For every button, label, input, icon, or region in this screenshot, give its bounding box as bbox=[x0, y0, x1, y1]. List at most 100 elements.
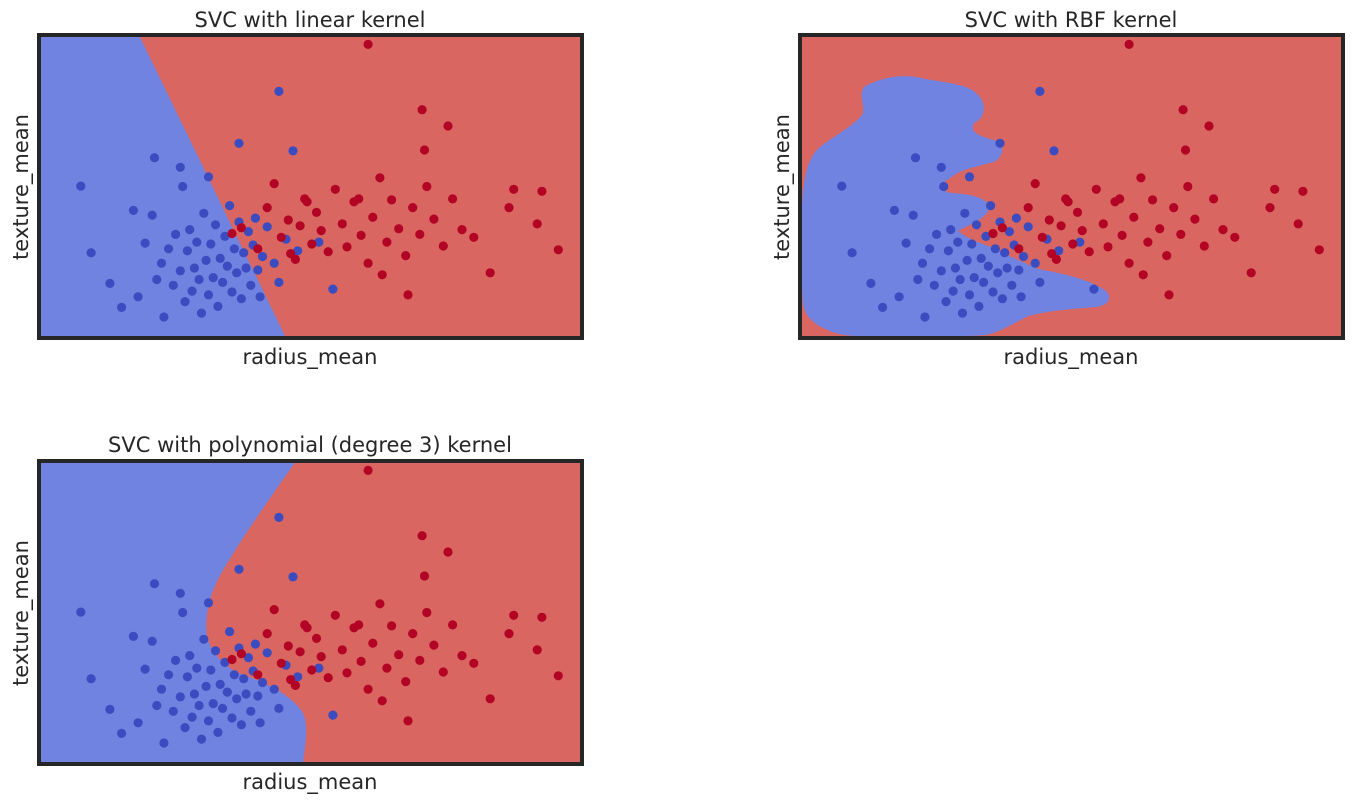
benign-point bbox=[997, 294, 1007, 304]
benign-point bbox=[964, 290, 975, 300]
malignant-point bbox=[1037, 232, 1047, 242]
benign-point bbox=[171, 655, 181, 665]
benign-point bbox=[257, 677, 268, 688]
malignant-point bbox=[227, 654, 237, 665]
malignant-point bbox=[227, 228, 237, 239]
decision-region-malignant bbox=[139, 35, 582, 338]
benign-point bbox=[941, 297, 951, 307]
malignant-point bbox=[323, 247, 333, 257]
malignant-point bbox=[448, 194, 458, 204]
benign-point bbox=[164, 670, 174, 680]
benign-point bbox=[1035, 277, 1045, 287]
malignant-point bbox=[1218, 225, 1228, 235]
benign-point bbox=[117, 302, 127, 312]
benign-point bbox=[957, 308, 968, 318]
benign-point bbox=[253, 691, 263, 701]
benign-point bbox=[974, 301, 984, 311]
malignant-point bbox=[408, 629, 418, 639]
malignant-point bbox=[387, 195, 397, 205]
malignant-point bbox=[403, 290, 413, 300]
benign-point bbox=[269, 258, 279, 268]
malignant-point bbox=[1138, 270, 1148, 280]
malignant-point bbox=[1180, 145, 1191, 155]
benign-point bbox=[194, 274, 204, 285]
benign-point bbox=[953, 237, 963, 247]
malignant-point bbox=[415, 655, 425, 665]
benign-point bbox=[1007, 280, 1017, 290]
malignant-point bbox=[1014, 244, 1024, 254]
benign-point bbox=[983, 261, 993, 271]
panel-linear-title: SVC with linear kernel bbox=[195, 8, 426, 32]
benign-point bbox=[182, 246, 192, 256]
malignant-point bbox=[356, 656, 366, 666]
benign-point bbox=[76, 607, 86, 617]
benign-point bbox=[149, 153, 160, 163]
benign-point bbox=[203, 290, 214, 300]
benign-point bbox=[950, 263, 960, 273]
benign-point bbox=[220, 231, 230, 241]
benign-point bbox=[222, 261, 232, 271]
malignant-point bbox=[532, 219, 542, 229]
y-axis-label: texture_mean bbox=[9, 540, 34, 686]
benign-point bbox=[168, 280, 178, 290]
benign-point bbox=[1023, 222, 1033, 232]
benign-point bbox=[236, 294, 246, 304]
malignant-point bbox=[1056, 221, 1066, 231]
benign-point bbox=[218, 703, 228, 713]
benign-point bbox=[1089, 284, 1099, 294]
malignant-point bbox=[417, 105, 427, 115]
malignant-point bbox=[394, 650, 404, 660]
malignant-point bbox=[382, 237, 392, 247]
benign-point bbox=[1075, 237, 1085, 247]
malignant-point bbox=[377, 696, 387, 706]
benign-point bbox=[218, 277, 228, 287]
benign-point bbox=[227, 287, 237, 297]
benign-point bbox=[894, 292, 904, 302]
malignant-point bbox=[504, 203, 514, 213]
benign-point bbox=[156, 258, 167, 268]
scatter-points bbox=[837, 39, 1324, 322]
malignant-point bbox=[537, 612, 547, 622]
malignant-point bbox=[330, 610, 340, 620]
benign-point bbox=[187, 712, 197, 722]
malignant-point bbox=[1314, 245, 1324, 255]
panel-poly-plot-area bbox=[39, 461, 582, 764]
benign-point bbox=[946, 225, 956, 235]
benign-point bbox=[1035, 86, 1045, 96]
malignant-point bbox=[417, 531, 427, 541]
benign-point bbox=[178, 181, 188, 192]
benign-point bbox=[936, 266, 946, 276]
benign-point bbox=[192, 663, 202, 673]
benign-point bbox=[1016, 292, 1026, 302]
malignant-point bbox=[419, 145, 430, 155]
panel-rbf: SVC with RBF kernel radius_mean texture_… bbox=[770, 8, 1345, 370]
benign-point bbox=[246, 280, 256, 290]
malignant-point bbox=[485, 268, 495, 278]
benign-point bbox=[152, 274, 162, 285]
malignant-point bbox=[1298, 186, 1308, 196]
benign-point bbox=[1002, 263, 1012, 273]
benign-point bbox=[274, 512, 284, 522]
malignant-point bbox=[1044, 215, 1054, 225]
benign-point bbox=[128, 205, 138, 215]
plot-frame bbox=[798, 33, 1345, 340]
benign-point bbox=[203, 172, 214, 182]
benign-point bbox=[206, 665, 216, 675]
benign-point bbox=[960, 208, 970, 218]
malignant-point bbox=[1155, 224, 1165, 234]
benign-point bbox=[936, 162, 946, 172]
malignant-point bbox=[368, 638, 378, 648]
benign-point bbox=[889, 205, 899, 215]
benign-point bbox=[908, 210, 918, 220]
malignant-point bbox=[1077, 226, 1087, 236]
benign-point bbox=[185, 651, 195, 661]
benign-point bbox=[866, 278, 876, 288]
benign-point bbox=[250, 213, 260, 223]
malignant-point bbox=[311, 633, 322, 643]
panel-poly: SVC with polynomial (degree 3) kernel ra… bbox=[9, 433, 584, 795]
benign-point bbox=[920, 312, 930, 322]
benign-point bbox=[175, 588, 185, 598]
benign-point bbox=[239, 674, 249, 684]
malignant-point bbox=[401, 251, 411, 261]
